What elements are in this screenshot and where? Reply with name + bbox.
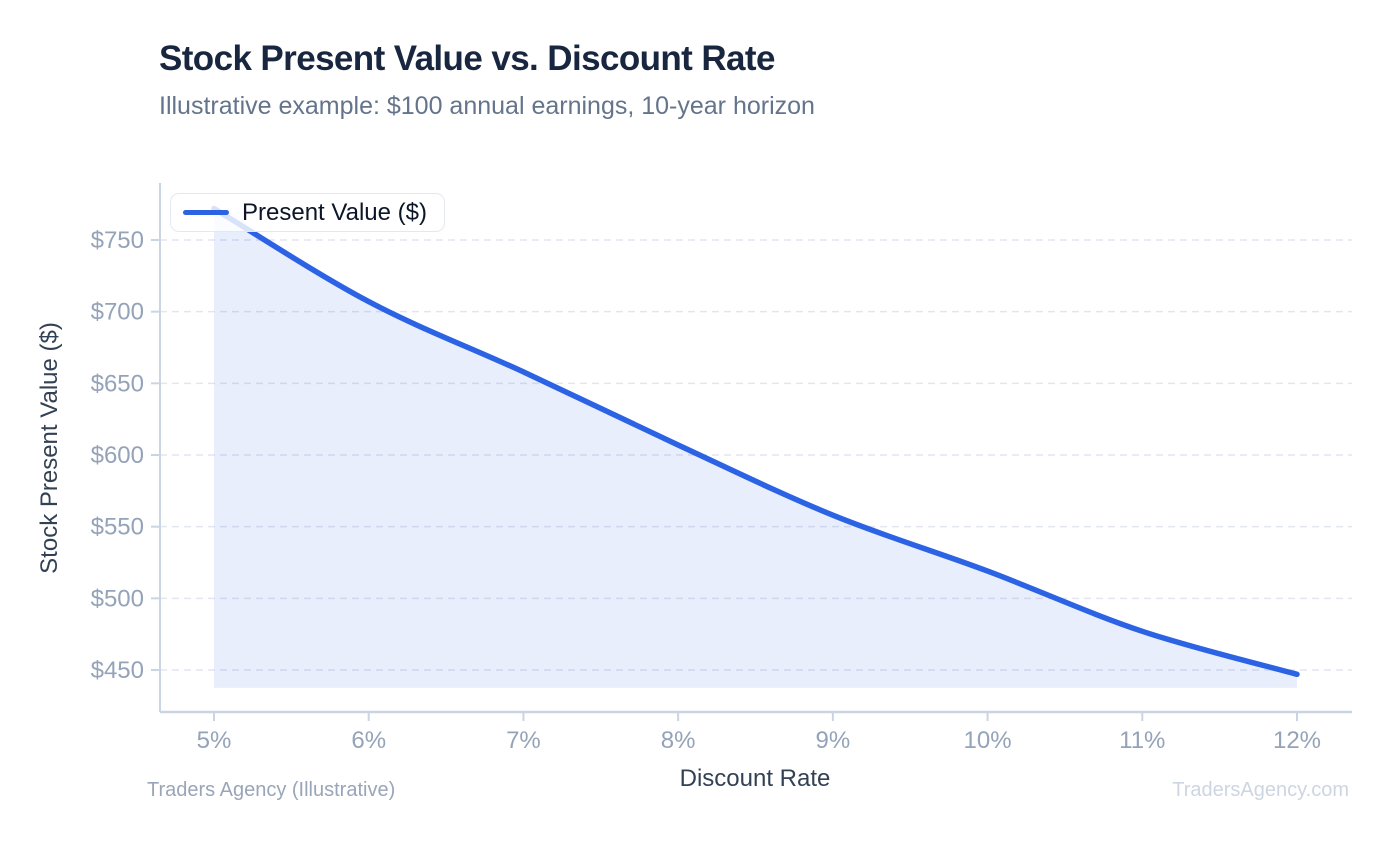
chart-header: Stock Present Value vs. Discount Rate Il… [159,39,815,121]
y-axis-ticks [151,239,160,671]
series-area-fill [214,208,1297,688]
legend-line-swatch [183,209,229,216]
x-tick-label: 7% [506,727,541,754]
legend-label: Present Value ($) [242,198,427,226]
gridlines [160,239,1352,671]
y-axis-tick-labels: $450 $500 $550 $600 $650 $700 $750 [91,227,144,684]
x-tick-label: 12% [1273,727,1321,754]
x-tick-label: 10% [964,727,1012,754]
y-tick-label: $550 [91,514,144,541]
x-axis-tick-labels: 5% 6% 7% 8% 9% 10% 11% 12% [197,727,1321,754]
x-axis-ticks [213,712,1298,721]
chart-subtitle: Illustrative example: $100 annual earnin… [159,91,815,120]
series-line [211,205,1300,678]
x-tick-label: 9% [816,727,851,754]
x-tick-label: 6% [351,727,386,754]
x-axis-title: Discount Rate [680,765,831,792]
y-tick-label: $500 [91,585,144,612]
x-tick-label: 5% [197,727,232,754]
y-tick-label: $750 [91,227,144,254]
legend[interactable]: Present Value ($) [170,193,445,232]
y-tick-label: $650 [91,370,144,397]
y-tick-label: $450 [91,657,144,684]
y-tick-label: $600 [91,442,144,469]
footer-attribution: Traders Agency (Illustrative) [147,779,396,801]
x-tick-label: 8% [661,727,696,754]
x-tick-label: 11% [1119,727,1165,754]
page-title: Stock Present Value vs. Discount Rate [159,39,775,78]
y-axis-title: Stock Present Value ($) [36,322,63,574]
y-tick-label: $700 [91,299,144,326]
footer-website: TradersAgency.com [1172,779,1349,801]
